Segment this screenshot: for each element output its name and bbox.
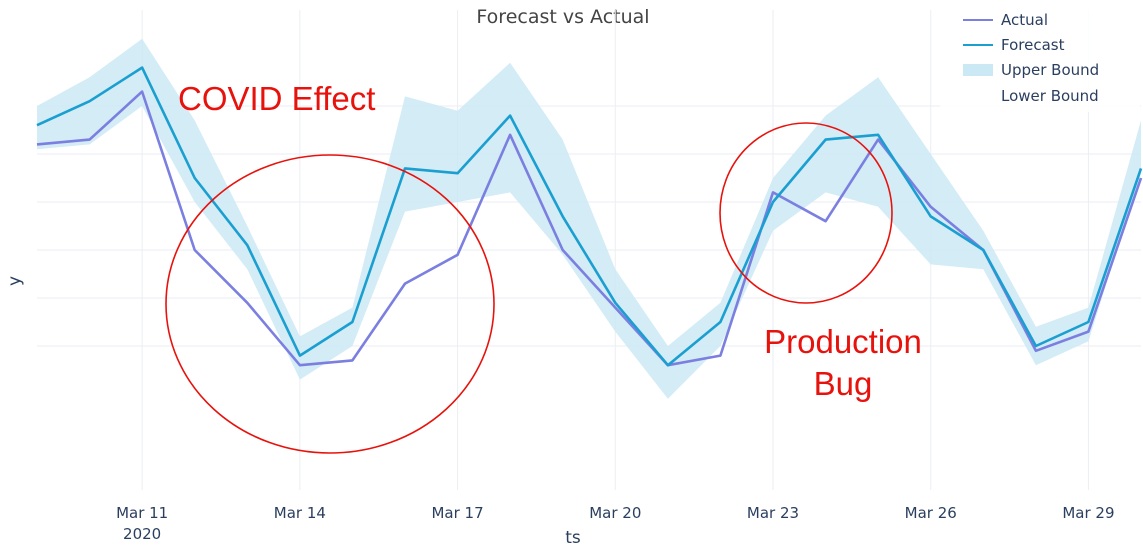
- production-bug-label-line-1: Bug: [814, 365, 873, 402]
- legend-label-actual: Actual: [1001, 11, 1048, 29]
- gridlines: [37, 10, 1141, 490]
- legend-swatch-upper-bound: [963, 64, 993, 76]
- x-tick-label-0: Mar 11: [116, 504, 168, 522]
- series-lines: [36, 66, 1143, 367]
- x-axis-title: ts: [565, 528, 581, 548]
- legend-label-upper-bound: Upper Bound: [1001, 61, 1099, 79]
- legend-label-forecast: Forecast: [1001, 36, 1065, 54]
- series-line-actual: [36, 90, 1143, 367]
- covid-effect-label: COVID Effect: [178, 80, 375, 117]
- confidence-band: [37, 38, 1141, 399]
- legend-item-lower-bound[interactable]: Lower Bound: [1001, 87, 1099, 105]
- series-line-forecast: [36, 66, 1143, 367]
- x-axis-ticks: Mar 11 2020 Mar 14 Mar 17 Mar 20 Mar 23 Mar 26…: [116, 504, 1114, 543]
- x-tick-label-4: Mar 23: [747, 504, 799, 522]
- production-bug-label-line-0: Production: [764, 323, 922, 360]
- legend-item-upper-bound[interactable]: Upper Bound: [963, 61, 1099, 79]
- covid-effect-circle: [165, 154, 495, 454]
- legend-background: [940, 4, 1140, 112]
- upper-lower-band-area: [37, 38, 1141, 399]
- annotations: COVID Effect Production Bug: [165, 80, 922, 454]
- x-tick-label-5: Mar 26: [905, 504, 957, 522]
- x-tick-label-3: Mar 20: [589, 504, 641, 522]
- x-tick-label-2: Mar 17: [431, 504, 483, 522]
- x-tick-label-1: Mar 14: [274, 504, 326, 522]
- legend-item-forecast[interactable]: Forecast: [963, 36, 1065, 54]
- x-tick-label-6: Mar 29: [1062, 504, 1114, 522]
- y-axis-title: y: [5, 276, 25, 286]
- legend-item-actual[interactable]: Actual: [963, 11, 1048, 29]
- legend-label-lower-bound: Lower Bound: [1001, 87, 1099, 105]
- x-tick-sublabel-0: 2020: [123, 525, 161, 543]
- production-bug-label: Production Bug: [764, 323, 922, 402]
- chart-title: Forecast vs Actual: [476, 6, 649, 28]
- legend: Actual Forecast Upper Bound Lower Bound: [940, 4, 1140, 112]
- production-bug-circle: [719, 122, 893, 304]
